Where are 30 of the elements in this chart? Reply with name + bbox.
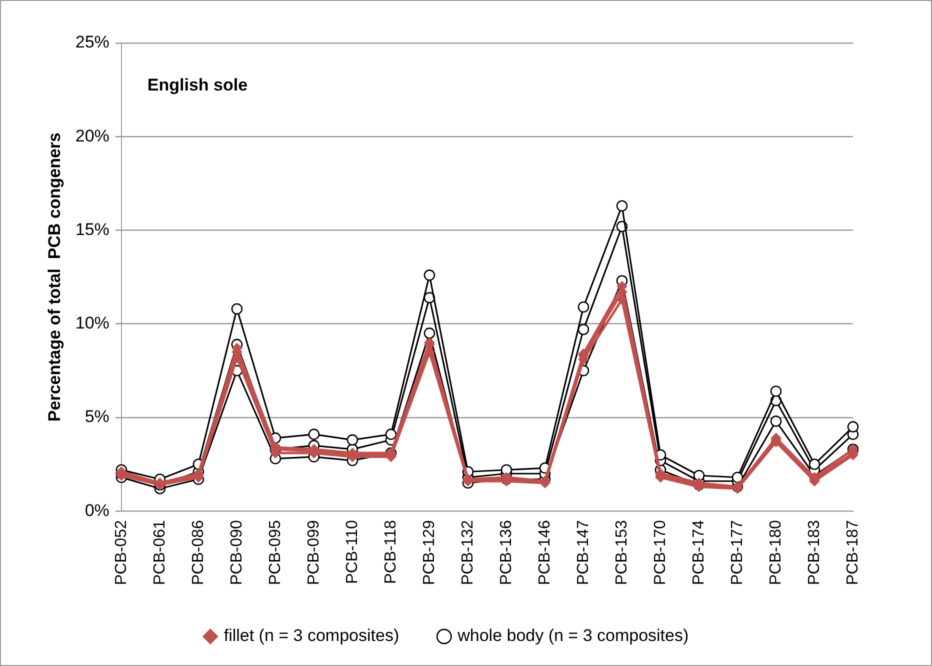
x-tick-label: PCB-153	[613, 520, 630, 585]
legend-label: fillet (n = 3 composites)	[224, 626, 400, 646]
x-tick-label: PCB-110	[344, 520, 361, 584]
x-tick-label: PCB-099	[305, 520, 322, 585]
x-tick-label: PCB-183	[806, 520, 823, 585]
x-tick-label: PCB-146	[536, 520, 554, 585]
legend-label: whole body (n = 3 composites)	[456, 626, 689, 646]
x-tick-label: PCB-086	[190, 520, 207, 585]
y-tick-label: 10%	[75, 314, 110, 333]
x-tick-label: PCB-187	[844, 520, 862, 585]
x-tick-label: PCB-174	[690, 520, 708, 585]
x-tick-label: PCB-061	[151, 520, 168, 585]
x-tick-label: PCB-095	[266, 520, 284, 585]
x-tick-label: PCB-136	[498, 520, 515, 585]
y-tick-label: 0%	[84, 500, 110, 520]
x-tick-label: PCB-170	[652, 520, 669, 585]
x-tick-label: PCB-052	[112, 520, 130, 585]
x-tick-label: PCB-177	[728, 520, 746, 585]
y-tick-label: 25%	[75, 32, 110, 52]
y-axis-title: Percentage of total PCB congeners	[44, 132, 64, 422]
x-tick-label: PCB-132	[459, 520, 476, 585]
annotation: English sole	[147, 76, 248, 95]
x-tick-label: PCB-147	[574, 520, 592, 585]
x-tick-label: PCB-180	[767, 520, 784, 585]
y-tick-label: 5%	[84, 407, 110, 426]
y-tick-label: 15%	[75, 220, 110, 239]
x-tick-label: PCB-118	[382, 520, 400, 584]
x-tick-label: PCB-129	[420, 520, 438, 585]
y-tick-label: 20%	[75, 126, 110, 146]
x-tick-label: PCB-090	[228, 520, 246, 585]
